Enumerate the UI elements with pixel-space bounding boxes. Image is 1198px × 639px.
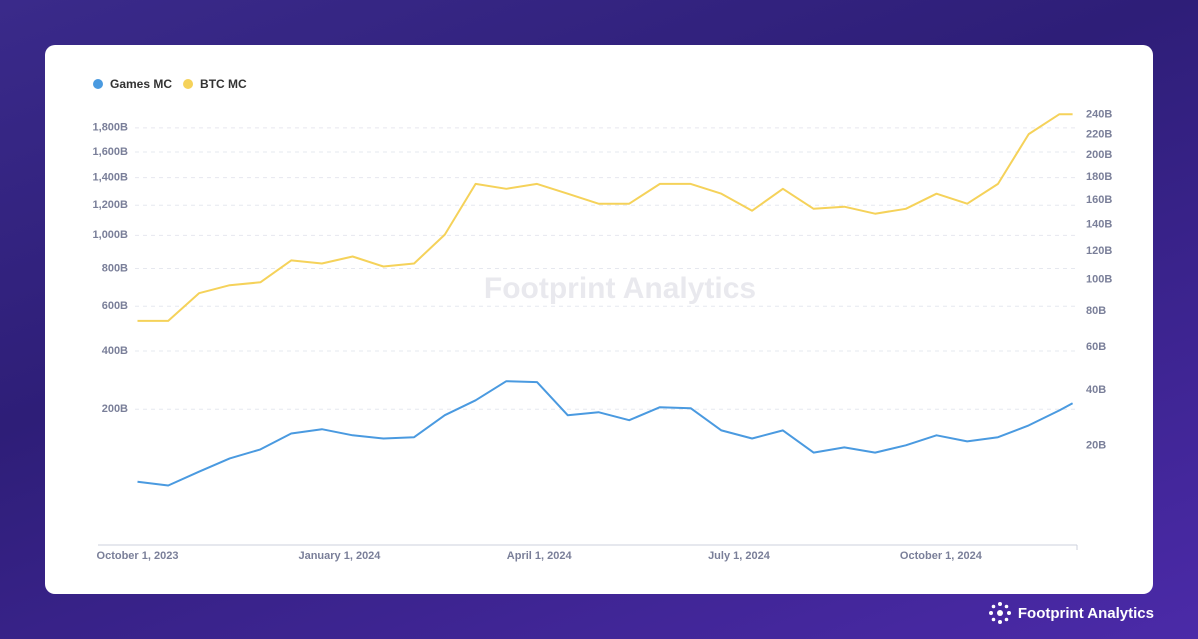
x-tick-label: October 1, 2024 <box>900 550 983 562</box>
y-tick-label: 1,200B <box>93 199 129 211</box>
y2-tick-label: 100B <box>1086 274 1112 286</box>
x-tick-label: April 1, 2024 <box>507 550 573 562</box>
y-tick-label: 800B <box>102 262 128 274</box>
y2-tick-label: 120B <box>1086 245 1112 257</box>
brand: Footprint Analytics <box>988 601 1154 625</box>
legend-text: BTC MC <box>200 77 247 91</box>
y2-tick-label: 240B <box>1086 109 1112 121</box>
y-tick-label: 1,400B <box>93 172 129 184</box>
y2-tick-label: 220B <box>1086 128 1112 140</box>
y2-tick-label: 140B <box>1086 218 1112 230</box>
y-tick-label: 200B <box>102 403 128 415</box>
y2-tick-label: 60B <box>1086 341 1106 353</box>
legend-marker <box>183 79 194 89</box>
y2-tick-label: 20B <box>1086 440 1106 452</box>
series-line <box>137 113 1073 322</box>
series-line <box>137 380 1074 487</box>
y-tick-label: 600B <box>102 300 128 312</box>
y2-tick-label: 160B <box>1086 194 1112 206</box>
y2-tick-label: 80B <box>1086 305 1106 317</box>
y-tick-label: 1,800B <box>93 122 129 134</box>
brand-logo <box>988 602 1011 624</box>
y-tick-label: 1,600B <box>93 146 129 158</box>
x-tick-label: July 1, 2024 <box>708 550 771 562</box>
brand-name: Footprint Analytics <box>1017 604 1154 622</box>
y2-tick-label: 200B <box>1086 149 1112 161</box>
y-tick-label: 1,000B <box>93 229 129 241</box>
x-tick-label: January 1, 2024 <box>298 550 381 562</box>
legend-marker <box>93 79 103 89</box>
x-tick-label: October 1, 2023 <box>97 550 179 562</box>
watermark: Footprint Analytics <box>484 272 756 305</box>
y-tick-label: 400B <box>102 345 128 357</box>
legend-text: Games MC <box>110 77 172 91</box>
y2-tick-label: 40B <box>1086 384 1106 396</box>
chart-card <box>45 45 1153 594</box>
y2-tick-label: 180B <box>1086 171 1112 183</box>
